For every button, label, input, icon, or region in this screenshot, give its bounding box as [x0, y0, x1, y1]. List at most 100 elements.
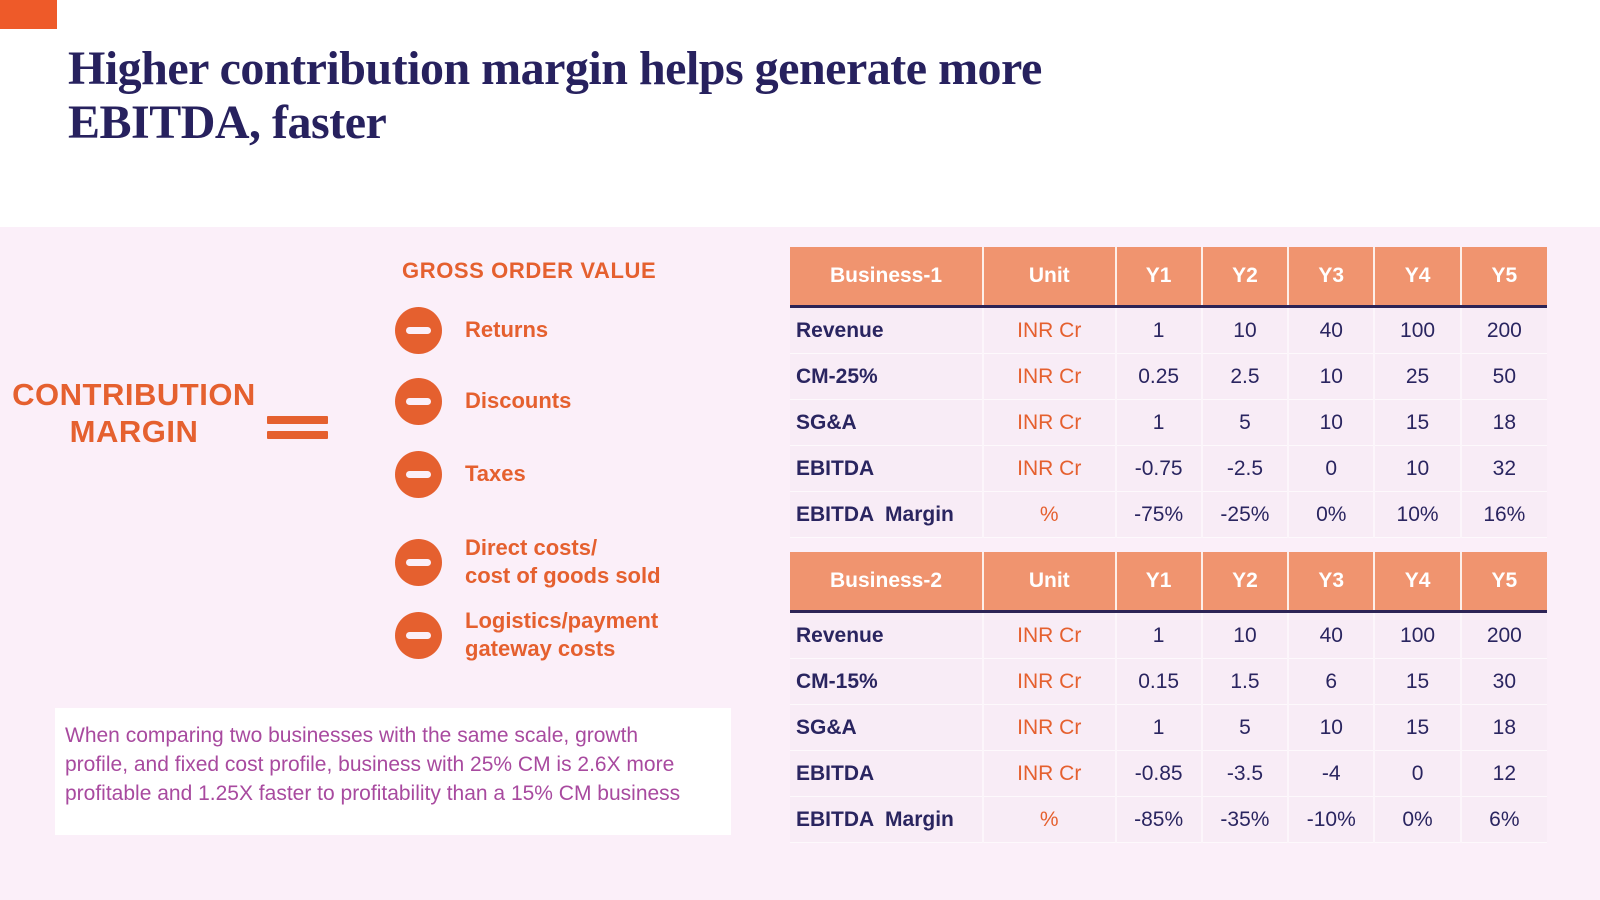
row-label-cell: EBITDA — [790, 445, 985, 492]
minus-bar — [406, 631, 431, 639]
unit-cell: % — [983, 796, 1117, 843]
contribution-margin-line2: MARGIN — [69, 414, 199, 449]
unit-cell: INR Cr — [983, 445, 1117, 492]
minus-icon — [395, 611, 442, 659]
contribution-margin-line1: CONTRIBUTION — [12, 377, 256, 412]
deduction-label-line: Taxes — [465, 461, 526, 486]
page-title-line1: Higher contribution margin helps generat… — [68, 42, 1042, 95]
row-label-cell: CM-25% — [790, 353, 985, 400]
minus-icon — [395, 538, 442, 586]
deduction-label: Direct costs/cost of goods sold — [465, 534, 661, 590]
value-cell: 16% — [1460, 491, 1547, 538]
deduction-label-line: Logistics/payment — [465, 608, 659, 633]
unit-cell: INR Cr — [983, 399, 1117, 446]
unit-cell: INR Cr — [983, 353, 1117, 400]
column-header: Y2 — [1201, 247, 1290, 307]
table-row: SG&A INR Cr 1 5 10 15 18 — [790, 704, 1547, 751]
contribution-margin-label: CONTRIBUTION MARGIN — [8, 376, 260, 450]
value-cell: 0.25 — [1115, 353, 1203, 400]
row-label-cell: SG&A — [790, 704, 985, 751]
column-header: Business-1 — [790, 247, 985, 307]
note-line3: profitable and 1.25X faster to profitabi… — [65, 782, 681, 805]
unit-cell: INR Cr — [983, 658, 1117, 705]
column-header: Unit — [983, 552, 1117, 612]
gross-order-value-title: GROSS ORDER VALUE — [402, 258, 657, 283]
page-title: Higher contribution margin helps generat… — [68, 42, 1042, 150]
unit-cell: INR Cr — [983, 704, 1117, 751]
value-cell: 5 — [1201, 704, 1290, 751]
value-cell: 0.15 — [1115, 658, 1203, 705]
value-cell: 1 — [1115, 611, 1203, 659]
value-cell: 0% — [1288, 491, 1376, 538]
row-label-cell: SG&A — [790, 399, 985, 446]
value-cell: 40 — [1288, 611, 1376, 659]
value-cell: 15 — [1374, 704, 1462, 751]
value-cell: 30 — [1460, 658, 1547, 705]
table-row: EBITDA INR Cr -0.85 -3.5 -4 0 12 — [790, 750, 1547, 797]
value-cell: 100 — [1374, 611, 1462, 659]
table-row: EBITDA Margin% -75% -25% 0% 10% 16% — [790, 491, 1547, 538]
table-row: Revenue INR Cr 1 10 40 100 200 — [790, 611, 1547, 659]
value-cell: -25% — [1201, 491, 1290, 538]
unit-cell: INR Cr — [983, 611, 1117, 659]
column-header: Y2 — [1201, 552, 1290, 612]
value-cell: -75% — [1115, 491, 1203, 538]
row-label-cell: EBITDA — [790, 750, 985, 797]
note-line2: profile, and fixed cost profile, busines… — [65, 753, 675, 776]
value-cell: 32 — [1460, 445, 1547, 492]
equals-bar-bottom — [267, 431, 328, 439]
value-cell: -2.5 — [1201, 445, 1290, 492]
unit-cell: INR Cr — [983, 306, 1117, 354]
table-row: CM-15% INR Cr 0.15 1.5 6 15 30 — [790, 658, 1547, 705]
value-cell: -85% — [1115, 796, 1203, 843]
value-cell: 10 — [1288, 353, 1376, 400]
value-cell: 6% — [1460, 796, 1547, 843]
deduction-item: Direct costs/cost of goods sold — [395, 533, 661, 591]
column-header: Y1 — [1115, 247, 1203, 307]
table-row: EBITDA Margin% -85% -35% -10% 0% 6% — [790, 796, 1547, 843]
minus-bar — [406, 470, 431, 478]
unit-cell: INR Cr — [983, 750, 1117, 797]
deduction-label: Discounts — [465, 387, 571, 415]
value-cell: 10 — [1288, 704, 1376, 751]
value-cell: 1 — [1115, 306, 1203, 354]
deduction-label-line: Discounts — [465, 388, 572, 413]
value-cell: 200 — [1460, 306, 1547, 354]
value-cell: 15 — [1374, 658, 1462, 705]
deduction-label-line: Returns — [465, 317, 549, 342]
value-cell: 1 — [1115, 399, 1203, 446]
value-cell: 10 — [1374, 445, 1462, 492]
value-cell: 0 — [1374, 750, 1462, 797]
minus-icon — [395, 306, 442, 354]
value-cell: 40 — [1288, 306, 1376, 354]
column-header: Y3 — [1288, 552, 1376, 612]
value-cell: 10% — [1374, 491, 1462, 538]
deduction-item: Logistics/payment gateway costs — [395, 606, 658, 664]
table-header-row: Business-2 Unit Y1 Y2 Y3 Y4 Y5 — [790, 552, 1547, 612]
value-cell: 10 — [1288, 399, 1376, 446]
deduction-label-line: Direct costs/ — [465, 535, 598, 560]
value-cell: 50 — [1460, 353, 1547, 400]
value-cell: 15 — [1374, 399, 1462, 446]
row-label-cell: Revenue — [790, 611, 985, 659]
row-label-cell: EBITDA Margin — [790, 796, 985, 843]
value-cell: 6 — [1288, 658, 1376, 705]
deduction-label-line: gateway costs — [465, 636, 616, 661]
value-cell: 1.5 — [1201, 658, 1290, 705]
value-cell: 12 — [1460, 750, 1547, 797]
deduction-item: Discounts — [395, 377, 571, 425]
value-cell: -35% — [1201, 796, 1290, 843]
business-1-table: Business-1 Unit Y1 Y2 Y3 Y4 Y5 Revenue INR Cr 1 1… — [790, 247, 1547, 538]
deduction-label-line: cost of goods sold — [465, 563, 661, 588]
note-line1: When comparing two businesses with the s… — [65, 724, 639, 747]
row-label-cell: CM-15% — [790, 658, 985, 705]
value-cell: 100 — [1374, 306, 1462, 354]
column-header: Y3 — [1288, 247, 1376, 307]
table-row: SG&A INR Cr 1 5 10 15 18 — [790, 399, 1547, 446]
table-row: EBITDA INR Cr -0.75 -2.5 0 10 32 — [790, 445, 1547, 492]
row-label-cell: Revenue — [790, 306, 985, 354]
minus-icon — [395, 377, 442, 425]
value-cell: 10 — [1201, 306, 1290, 354]
minus-icon — [395, 450, 442, 498]
value-cell: 10 — [1201, 611, 1290, 659]
